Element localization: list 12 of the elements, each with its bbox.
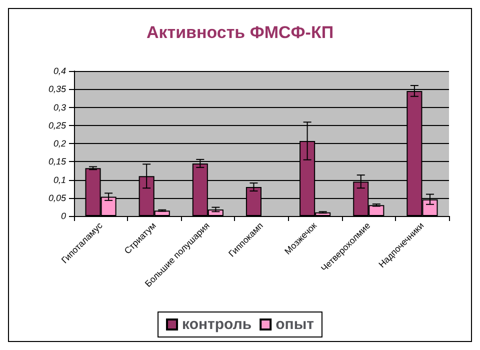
y-tick-label: 0,4: [53, 66, 66, 76]
legend-label: контроль: [182, 316, 252, 333]
y-tick-label: 0,2: [53, 138, 66, 148]
y-tick-label: 0,15: [48, 156, 67, 167]
y-tick-label: 0,1: [53, 174, 66, 185]
y-tick-label: 0: [60, 211, 66, 221]
y-tick-label: 0,35: [48, 84, 67, 94]
y-tick-label: 0,3: [53, 102, 66, 112]
chart-title: Активность ФМСФ-КП: [146, 23, 334, 42]
legend-label: опыт: [276, 316, 314, 333]
y-tick-label: 0,05: [48, 192, 67, 203]
y-tick-label: 0,25: [48, 120, 67, 130]
